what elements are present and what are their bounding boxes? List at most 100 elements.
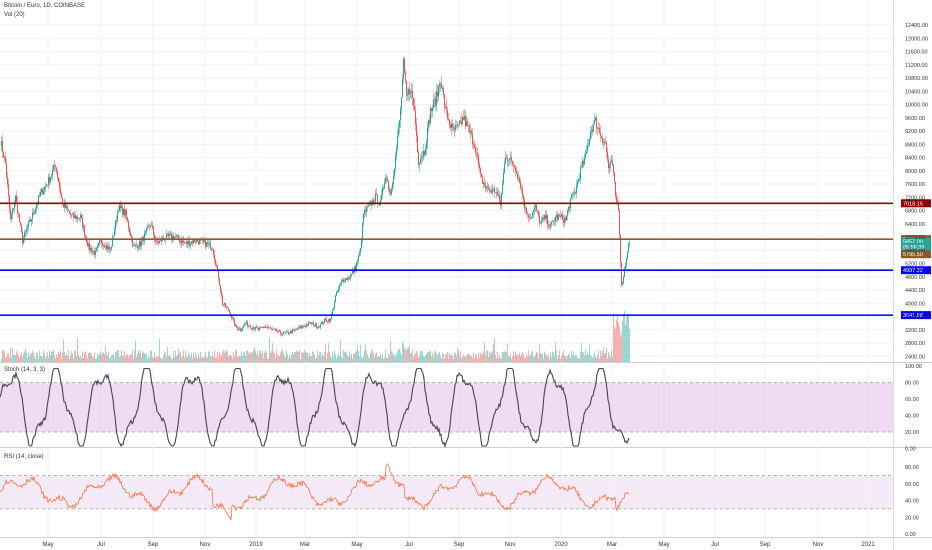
candle-body [341, 281, 342, 284]
volume-bar [613, 313, 614, 362]
candle-body [452, 124, 453, 128]
volume-bar [531, 351, 532, 362]
volume-bar [407, 347, 408, 362]
candle-body [483, 182, 484, 184]
candle-body [402, 78, 403, 97]
candle-body [271, 328, 272, 329]
volume-bar [84, 352, 85, 362]
candle-body [306, 324, 307, 327]
volume-bar [341, 357, 342, 362]
volume-bar [112, 354, 113, 362]
candle-body [391, 189, 392, 195]
candle-body [318, 326, 319, 328]
volume-bar [411, 352, 412, 362]
volume-bar [550, 352, 551, 362]
candle-body [319, 326, 320, 328]
candle-body [323, 322, 324, 324]
volume-bar [173, 350, 174, 362]
volume-bar [122, 355, 123, 362]
candle-body [385, 178, 386, 183]
candle-body [320, 323, 321, 328]
volume-bar [86, 354, 87, 362]
candle-body [627, 252, 628, 259]
volume-bar [352, 358, 353, 362]
candle-body [572, 193, 573, 195]
x-tick-label: Sep [148, 542, 159, 548]
candle-body [279, 330, 280, 332]
candle-body [113, 235, 114, 237]
volume-bar [580, 351, 581, 362]
volume-bar [111, 354, 112, 362]
candle-body [582, 160, 583, 167]
candle-body [216, 264, 217, 267]
volume-bar [2, 350, 3, 362]
volume-bar [623, 313, 624, 362]
candle-body [354, 266, 355, 273]
candle-body [57, 170, 58, 178]
candle-body [423, 151, 424, 158]
candle-body [456, 125, 457, 127]
volume-bar [289, 354, 290, 362]
volume-bar [101, 355, 102, 362]
volume-bar [121, 350, 122, 362]
volume-bar [393, 354, 394, 362]
candle-body [504, 163, 505, 173]
volume-bar [46, 356, 47, 362]
candle-body [293, 329, 294, 331]
volume-bar [449, 353, 450, 362]
volume-bar [361, 357, 362, 362]
volume-bar [215, 357, 216, 362]
volume-bar [144, 352, 145, 362]
y-tick-label: 6000.00 [905, 235, 925, 241]
candle-body [552, 221, 553, 223]
candle-body [473, 144, 474, 146]
volume-bar [217, 351, 218, 362]
candle-body [252, 327, 253, 329]
volume-bar [137, 353, 138, 362]
candle-body [89, 243, 90, 250]
candle-body [147, 226, 148, 229]
volume-bar [227, 350, 228, 362]
candle-body [476, 152, 477, 154]
stoch-band [0, 382, 893, 432]
volume-bar [143, 351, 144, 362]
volume-bar [387, 358, 388, 362]
volume-bar [304, 350, 305, 362]
volume-bar [75, 350, 76, 362]
volume-bar [149, 357, 150, 362]
volume-bar [396, 355, 397, 362]
candle-body [184, 242, 185, 243]
candle-body [554, 220, 555, 222]
volume-bar [456, 355, 457, 362]
volume-bar [426, 354, 427, 362]
volume-bar [408, 347, 409, 362]
volume-bar [463, 354, 464, 362]
candle-body [261, 327, 262, 328]
volume-bar [481, 354, 482, 362]
volume-bar [314, 354, 315, 362]
volume-bar [67, 355, 68, 362]
candle-body [559, 214, 560, 216]
volume-bar [277, 354, 278, 362]
candle-body [584, 157, 585, 165]
volume-bar [113, 353, 114, 362]
candle-body [171, 234, 172, 240]
candle-body [518, 177, 519, 179]
volume-bar [188, 351, 189, 362]
volume-bar [194, 356, 195, 362]
volume-bar [622, 321, 623, 362]
volume-bar [185, 350, 186, 362]
candle-body [396, 148, 397, 157]
candle-body [429, 120, 430, 123]
volume-bar [402, 342, 403, 362]
volume-bar [36, 351, 37, 362]
candle-body [513, 164, 514, 167]
volume-bar [391, 351, 392, 362]
volume-bar [15, 355, 16, 362]
y-tick-label: 8400.00 [905, 156, 925, 162]
y-tick-label: 9600.00 [905, 116, 925, 122]
volume-bar [281, 350, 282, 362]
volume-bar [375, 353, 376, 362]
